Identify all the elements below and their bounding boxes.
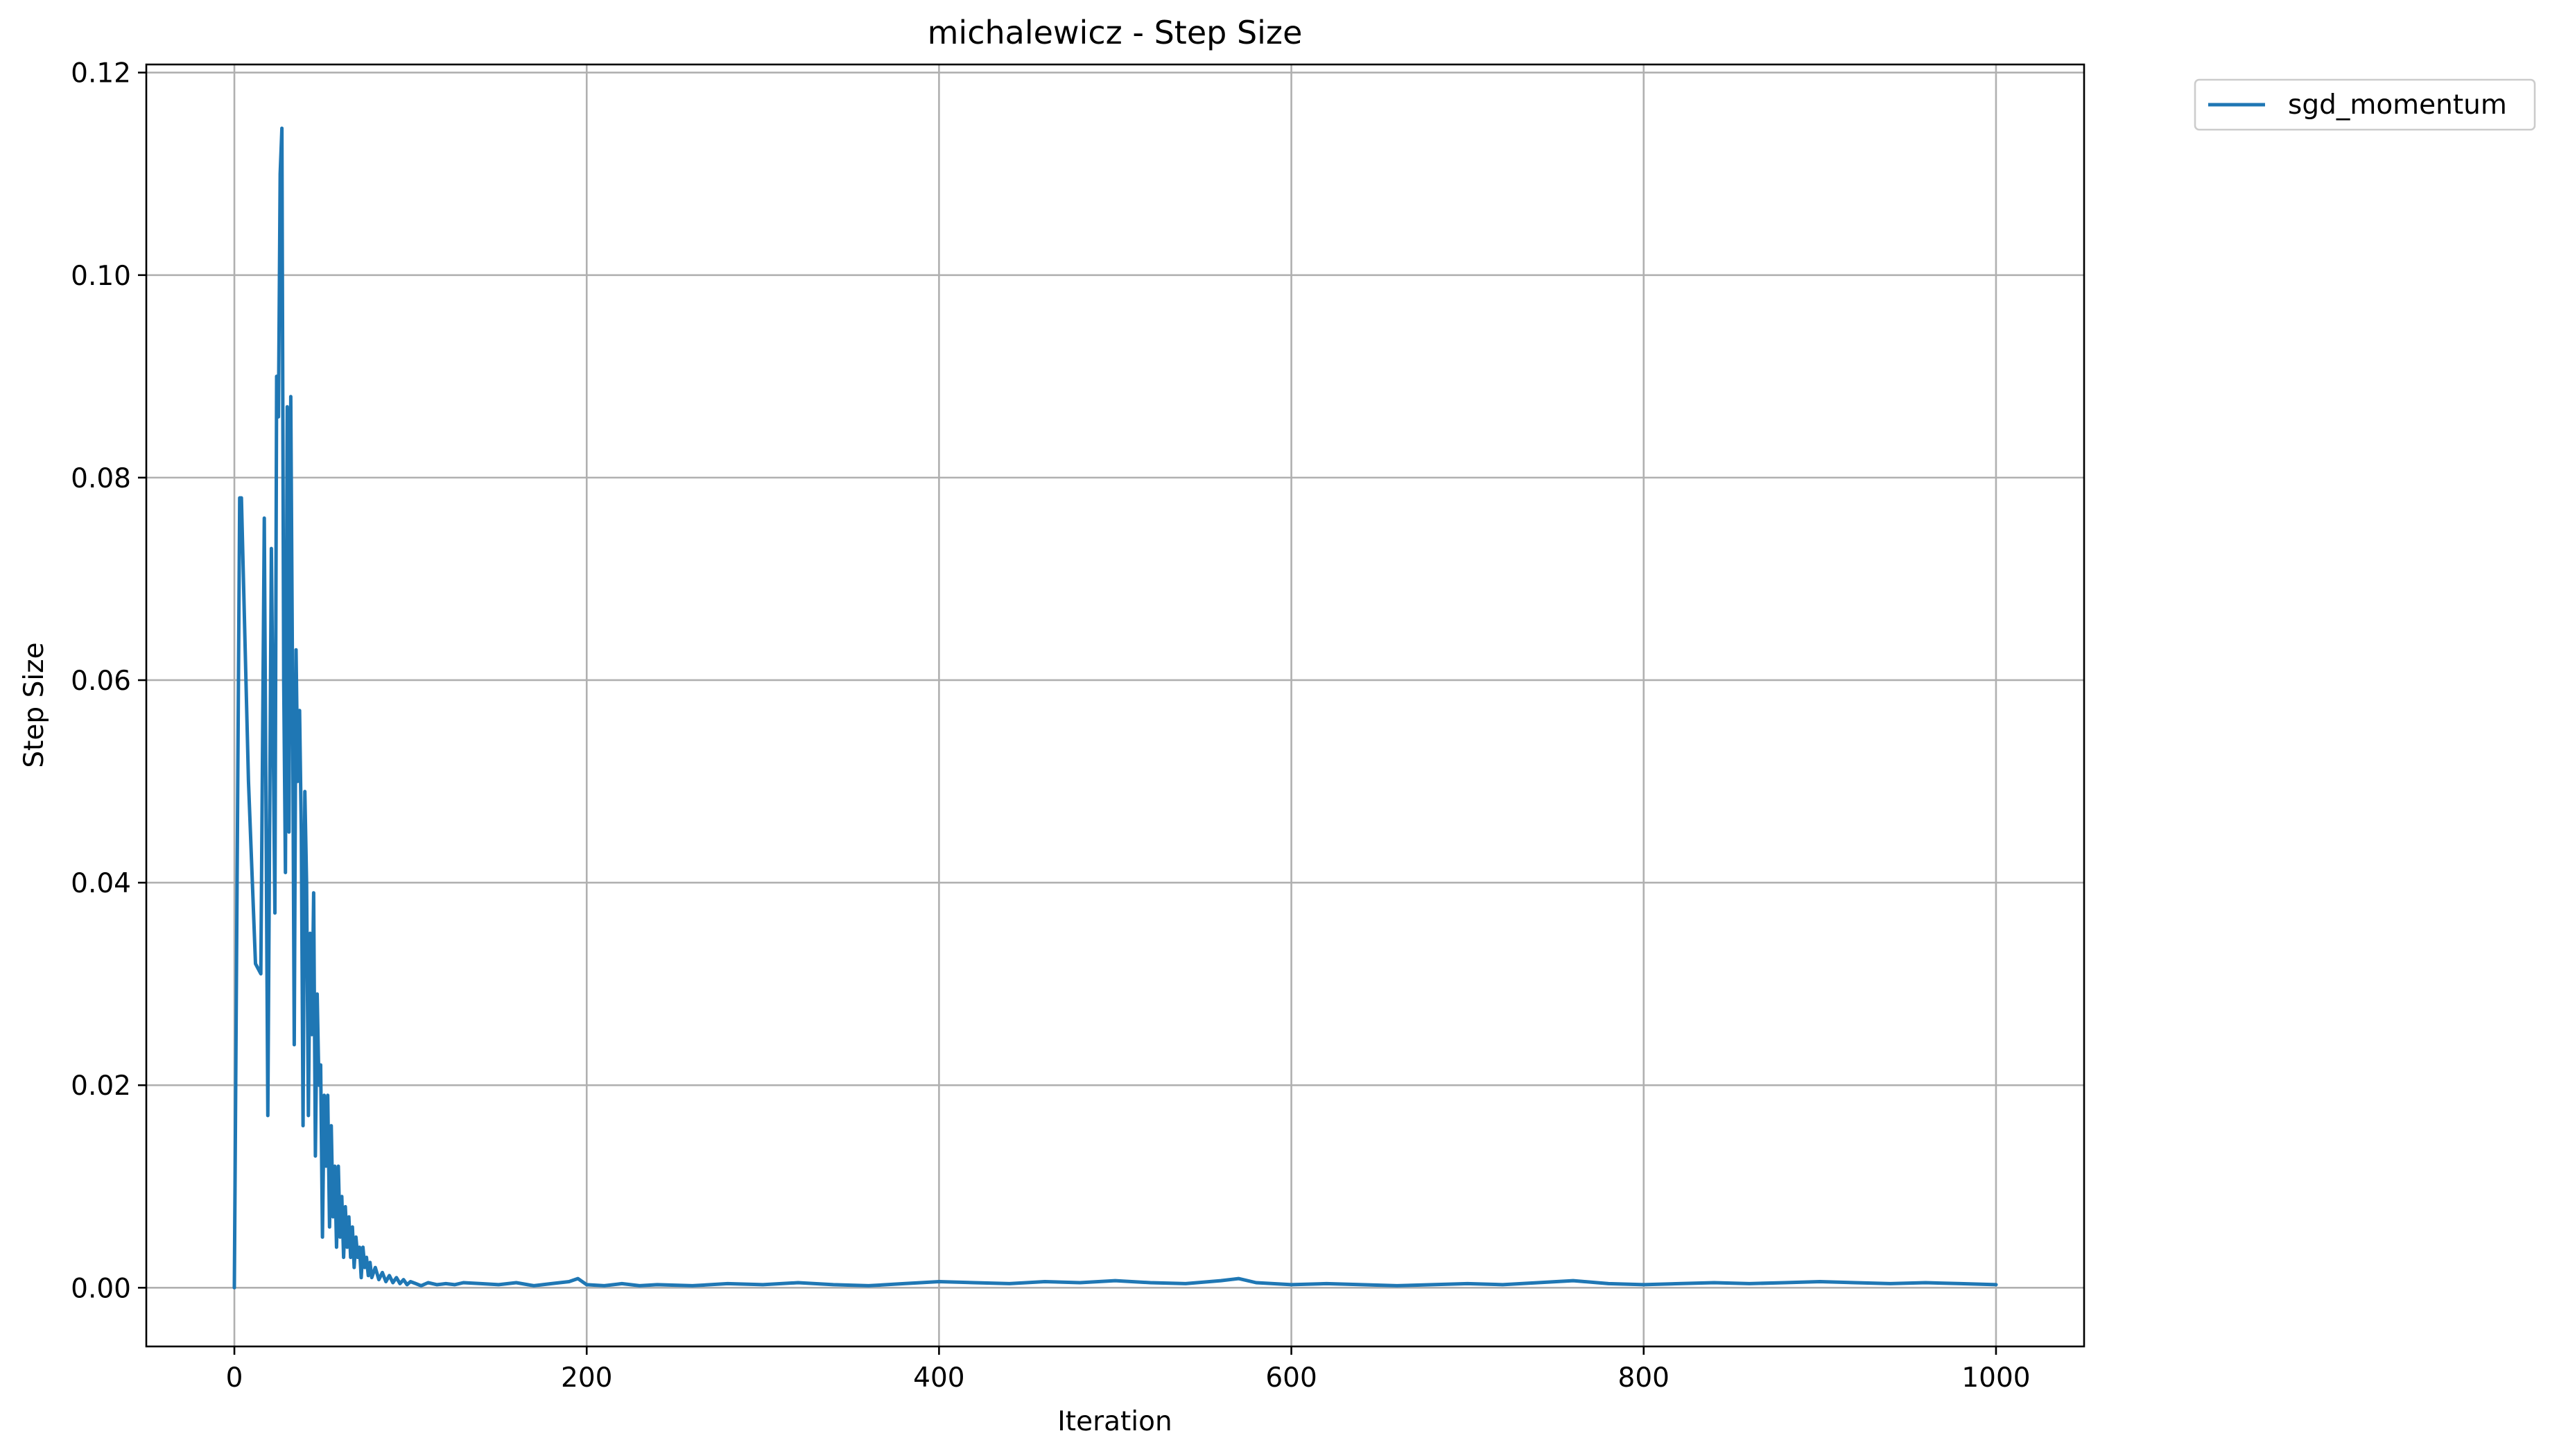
x-tick-label: 200 [561, 1362, 612, 1394]
y-tick-label: 0.02 [71, 1071, 131, 1102]
series-line-sgd-momentum [232, 126, 1998, 1290]
chart-title: michalewicz - Step Size [928, 14, 1303, 51]
y-axis-label: Step Size [19, 642, 50, 768]
x-tick-label: 800 [1618, 1362, 1669, 1394]
y-axis-ticks: 0.00 0.02 0.04 0.06 0.08 0.10 0.12 [71, 58, 146, 1304]
y-tick-label: 0.08 [71, 463, 131, 494]
plot-frame [145, 63, 2085, 1348]
x-axis-ticks: 0 200 400 600 800 1000 [226, 1346, 2031, 1394]
x-tick-label: 400 [913, 1362, 964, 1394]
legend-box [2194, 78, 2536, 131]
legend: sgd_momentum [2194, 78, 2536, 131]
y-tick-label: 0.00 [71, 1273, 131, 1304]
x-tick-label: 600 [1265, 1362, 1317, 1394]
y-tick-label: 0.10 [71, 261, 131, 292]
y-tick-label: 0.06 [71, 666, 131, 697]
x-tick-label: 0 [226, 1362, 243, 1394]
legend-label-sgd-momentum: sgd_momentum [2288, 89, 2507, 121]
plot-area-background [146, 64, 2084, 1346]
y-tick-label: 0.12 [71, 58, 131, 89]
series-lines [232, 126, 1998, 1290]
x-tick-label: 1000 [1961, 1362, 2030, 1394]
x-axis-label: Iteration [1057, 1406, 1172, 1437]
y-tick-label: 0.04 [71, 868, 131, 899]
grid-lines [146, 64, 2084, 1346]
